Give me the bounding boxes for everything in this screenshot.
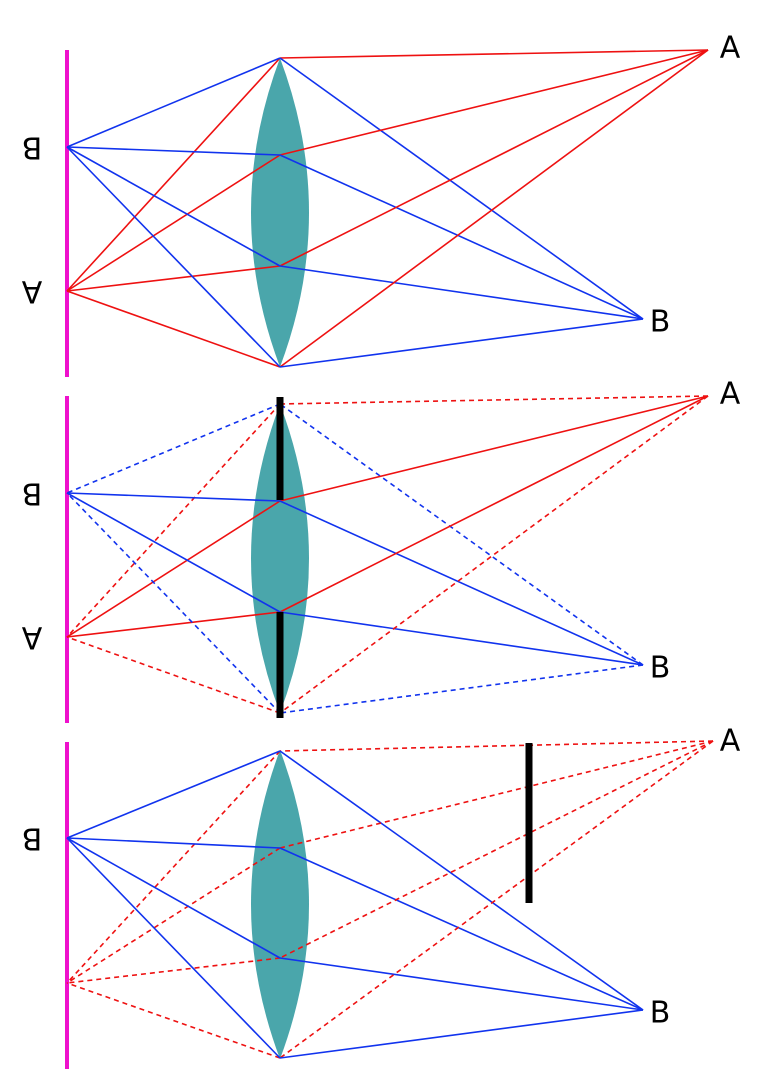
ray-a-image bbox=[66, 500, 281, 638]
ray-b-image bbox=[66, 837, 281, 849]
ray-a-object bbox=[279, 395, 709, 502]
ray-b-object bbox=[279, 664, 644, 714]
ray-a-image bbox=[66, 750, 281, 984]
panel-lens-partly-covered: B A A B bbox=[21, 377, 741, 723]
ray-a-object bbox=[279, 395, 709, 613]
ray-a-object bbox=[279, 395, 709, 714]
object-label-b: B bbox=[650, 996, 671, 1031]
ray-b-image bbox=[66, 837, 281, 1059]
ray-a-image bbox=[66, 611, 281, 638]
ray-b-object bbox=[279, 500, 644, 666]
ray-b-object bbox=[279, 318, 644, 368]
lens bbox=[251, 404, 309, 713]
ray-b-image bbox=[66, 146, 281, 368]
ray-b-object bbox=[279, 611, 644, 666]
ray-a-image bbox=[66, 290, 281, 368]
ray-a-object bbox=[279, 49, 709, 368]
image-label-a: A bbox=[21, 274, 42, 309]
ray-b-image bbox=[66, 146, 281, 156]
ray-b-object bbox=[279, 57, 644, 320]
object-label-b: B bbox=[650, 305, 671, 340]
ray-a-image bbox=[66, 957, 281, 984]
ray-a-image bbox=[66, 982, 281, 1059]
image-label-b: B bbox=[22, 130, 43, 165]
panel-object-a-blocked: B A B bbox=[22, 724, 741, 1069]
ray-a-object bbox=[279, 395, 709, 405]
image-label-b: B bbox=[22, 476, 43, 511]
ray-b-image bbox=[66, 750, 281, 839]
ray-a-image bbox=[66, 403, 281, 638]
ray-b-image bbox=[66, 492, 281, 613]
ray-b-image bbox=[66, 57, 281, 148]
ray-b-object bbox=[279, 957, 644, 1011]
ray-a-object bbox=[279, 740, 714, 752]
ray-a-object bbox=[279, 49, 709, 156]
ray-b-image bbox=[66, 492, 281, 714]
ray-b-object bbox=[279, 1009, 644, 1059]
ray-b-object bbox=[279, 847, 644, 1011]
ray-a-image bbox=[66, 265, 281, 292]
object-label-a: A bbox=[720, 724, 741, 759]
panel-unobstructed: B A A B bbox=[21, 31, 741, 377]
ray-a-object bbox=[279, 740, 714, 959]
ray-b-image bbox=[66, 403, 281, 494]
ray-a-object bbox=[279, 49, 709, 267]
ray-b-image bbox=[66, 492, 281, 502]
lens bbox=[251, 58, 309, 367]
ray-b-image bbox=[66, 837, 281, 959]
ray-a-object bbox=[279, 740, 714, 1059]
ray-a-image bbox=[66, 847, 281, 984]
ray-b-object bbox=[279, 154, 644, 320]
image-label-a: A bbox=[21, 620, 42, 655]
ray-b-object bbox=[279, 750, 644, 1011]
object-label-a: A bbox=[720, 377, 741, 412]
ray-a-image bbox=[66, 154, 281, 292]
ray-a-object bbox=[279, 740, 714, 849]
lens bbox=[251, 750, 309, 1059]
ray-a-image bbox=[66, 57, 281, 292]
ray-b-image bbox=[66, 146, 281, 267]
object-label-a: A bbox=[720, 31, 741, 66]
ray-a-object bbox=[279, 49, 709, 59]
ray-a-image bbox=[66, 636, 281, 714]
image-label-b: B bbox=[22, 821, 43, 856]
object-label-b: B bbox=[650, 651, 671, 686]
ray-b-object bbox=[279, 265, 644, 320]
ray-b-object bbox=[279, 403, 644, 666]
